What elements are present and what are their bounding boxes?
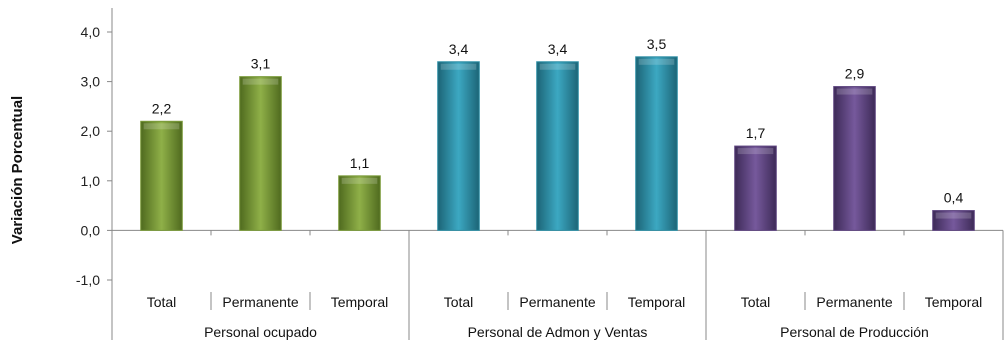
data-label: 2,9 [845,66,865,82]
bar-highlight [638,58,675,65]
group-label: Personal de Admon y Ventas [468,324,648,340]
data-label: 3,4 [449,41,469,57]
data-label: 1,1 [350,155,370,171]
y-axis-title: Variación Porcentual [9,96,26,244]
bar [734,145,777,231]
y-tick-label: 0,0 [81,222,101,238]
bar [536,61,579,231]
category-label: Permanente [519,294,595,310]
bar [239,76,282,231]
bar-highlight [440,63,477,70]
category-label: Temporal [628,294,686,310]
y-tick-label: 1,0 [81,173,101,189]
data-label: 2,2 [152,100,172,116]
y-tick-label: 3,0 [81,74,101,90]
bar-highlight [341,177,378,184]
bar [635,56,678,231]
bar [338,175,381,231]
bar [932,210,975,231]
bar-highlight [737,148,774,155]
bar [833,86,876,231]
category-label: Total [444,294,474,310]
category-label: Temporal [331,294,389,310]
y-tick-label: 4,0 [81,24,101,40]
y-tick-label: 2,0 [81,123,101,139]
category-label: Permanente [222,294,298,310]
category-label: Permanente [816,294,892,310]
bar-highlight [836,88,873,95]
group-label: Personal de Producción [780,324,929,340]
category-label: Temporal [925,294,983,310]
bar-highlight [143,123,180,130]
bars [140,56,975,231]
bar [437,61,480,231]
category-label: Total [147,294,177,310]
bar-highlight [242,78,279,85]
bar-highlight [539,63,576,70]
y-tick-label: -1,0 [76,272,100,288]
bar-highlight [935,212,972,219]
group-label: Personal ocupado [204,324,317,340]
data-label: 1,7 [746,125,766,141]
data-label: 3,5 [647,36,667,52]
category-label: Total [741,294,771,310]
data-label: 0,4 [944,190,964,206]
data-label: 3,4 [548,41,568,57]
data-label: 3,1 [251,56,271,72]
bar [140,120,183,231]
labels: 2,2 Total 3,1 Permanente 1,1 Temporal Personal… [147,36,983,340]
